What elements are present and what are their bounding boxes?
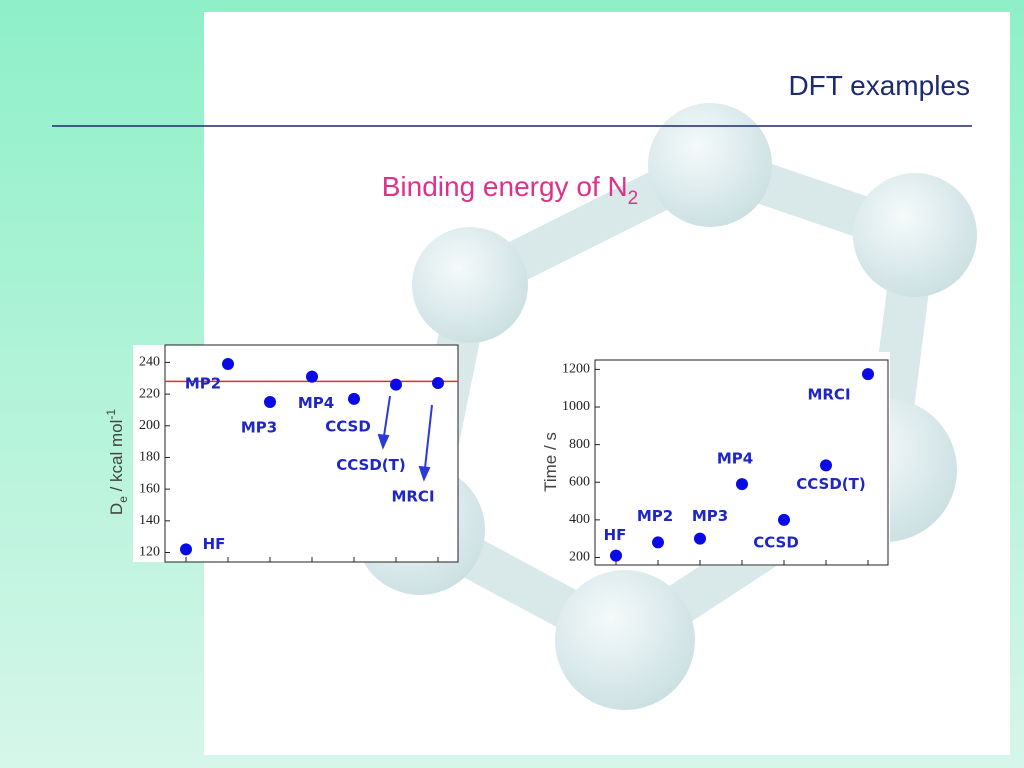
y-tick-label: 1200 xyxy=(562,362,590,377)
y-axis-label: De / kcal mol-1 xyxy=(104,409,130,515)
data-point xyxy=(778,513,790,526)
subtitle-subscript: 2 xyxy=(628,188,639,209)
chart-panel xyxy=(133,345,458,562)
point-label: MP4 xyxy=(717,450,753,468)
y-label-sup: -1 xyxy=(104,409,118,420)
arrows xyxy=(377,395,433,482)
data-point xyxy=(306,370,318,383)
slide-subtitle: Binding energy of N2 xyxy=(382,171,639,209)
data-point xyxy=(180,543,192,556)
y-label-sub: e xyxy=(116,496,130,503)
point-label: MP3 xyxy=(692,507,728,525)
data-point xyxy=(222,358,234,371)
slide-title: DFT examples xyxy=(788,70,970,101)
y-label-part: D xyxy=(107,503,126,515)
y-tick-label: 600 xyxy=(569,474,590,489)
data-point xyxy=(610,549,622,562)
y-tick-label: 220 xyxy=(139,386,160,401)
data-point xyxy=(348,392,360,405)
y-tick-label: 200 xyxy=(569,550,590,565)
point-label: CCSD xyxy=(753,533,799,551)
data-point xyxy=(652,536,664,549)
point-label: CCSD(T) xyxy=(336,456,406,474)
point-label: MRCI xyxy=(807,386,850,404)
chart-panel xyxy=(552,352,890,566)
y-tick-label: 140 xyxy=(139,513,160,528)
data-point xyxy=(390,378,402,391)
data-point xyxy=(694,532,706,545)
y-tick-label: 1000 xyxy=(562,399,590,414)
y-axis-label: Time / s xyxy=(541,432,560,492)
data-point xyxy=(432,377,444,390)
point-label: CCSD(T) xyxy=(796,475,866,493)
point-label: MP2 xyxy=(637,507,673,525)
point-label: CCSD xyxy=(325,417,371,435)
data-point xyxy=(862,368,874,381)
point-label: HF xyxy=(203,535,226,553)
point-label: HF xyxy=(604,526,627,544)
y-tick-label: 120 xyxy=(139,545,160,560)
point-label: MP3 xyxy=(241,419,277,437)
subtitle-text: Binding energy of N xyxy=(382,171,628,202)
y-tick-label: 800 xyxy=(569,437,590,452)
y-tick-label: 180 xyxy=(139,450,160,465)
point-label: MRCI xyxy=(391,488,434,506)
y-tick-label: 200 xyxy=(139,418,160,433)
y-tick-label: 400 xyxy=(569,512,590,527)
point-label: MP4 xyxy=(298,394,334,412)
y-label-part: / kcal mol xyxy=(107,420,126,497)
y-tick-label: 240 xyxy=(139,355,160,370)
data-point xyxy=(264,396,276,409)
data-point xyxy=(820,459,832,472)
data-point xyxy=(736,478,748,491)
y-tick-label: 160 xyxy=(139,481,160,496)
point-label: MP2 xyxy=(185,375,221,393)
